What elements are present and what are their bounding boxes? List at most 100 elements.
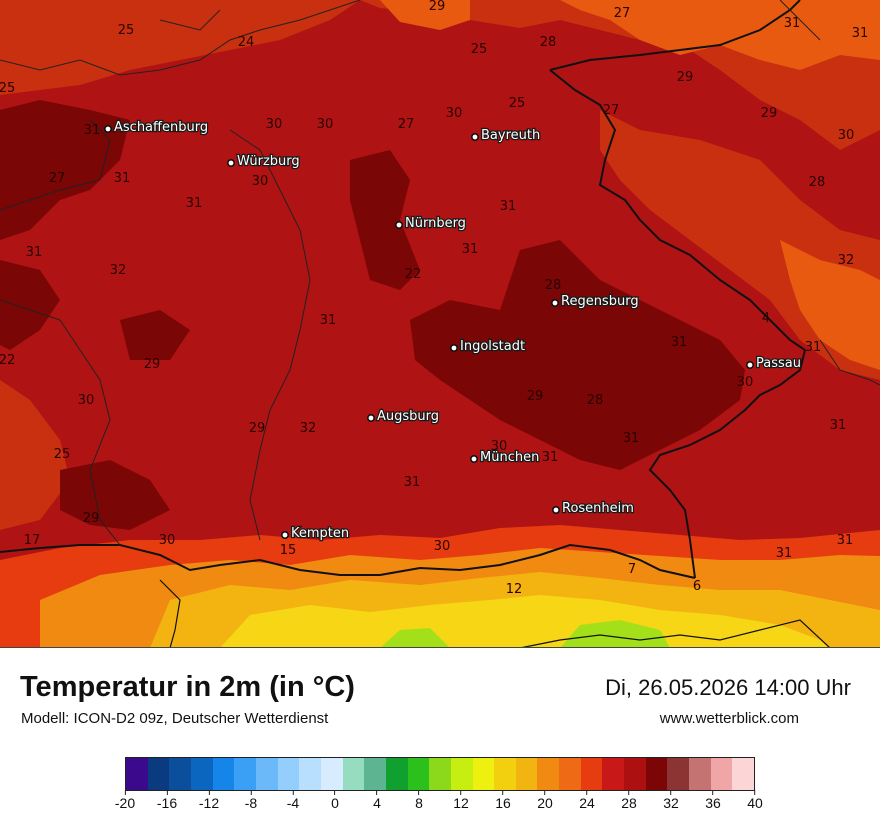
city-dot-icon — [449, 343, 458, 352]
city-dot-icon — [280, 530, 289, 539]
city-label: Ingolstadt — [460, 339, 525, 354]
city-label: Kempten — [291, 526, 349, 541]
city-label: Würzburg — [237, 154, 300, 169]
legend-color-swatch — [255, 758, 278, 790]
legend-tick: -12 — [199, 790, 219, 811]
city-marker: Kempten — [280, 525, 350, 542]
legend-tick-label: 20 — [537, 795, 553, 811]
temperature-value-label: 32 — [300, 421, 317, 436]
legend-color-swatch — [537, 758, 560, 790]
temperature-value-label: 22 — [405, 267, 422, 282]
legend-color-swatch — [320, 758, 343, 790]
temperature-value-label: 30 — [434, 539, 451, 554]
temperature-value-label: 31 — [837, 533, 854, 548]
legend-tick-mark — [166, 790, 168, 795]
legend-color-swatch — [342, 758, 365, 790]
temperature-labels: 29 27 31 31 25 24 25 28 25 29 27 29 25 30 31 30 30 27 31 30… — [0, 0, 868, 597]
city-label: Nürnberg — [405, 216, 466, 231]
website-link[interactable]: www.wetterblick.com — [659, 710, 799, 727]
legend-tick-label: 4 — [373, 795, 381, 811]
legend-tick: 32 — [663, 790, 679, 811]
legend-color-swatch — [364, 758, 386, 790]
city-marker: Bayreuth — [470, 127, 542, 144]
legend-tick: 16 — [495, 790, 511, 811]
temperature-value-label: 31 — [26, 245, 43, 260]
legend-tick-mark — [376, 790, 378, 795]
temperature-value-label: 29 — [249, 421, 266, 436]
legend-color-swatch — [689, 758, 711, 790]
legend-tick-label: 8 — [415, 795, 423, 811]
legend-color-swatch — [667, 758, 690, 790]
legend-tick: 24 — [579, 790, 595, 811]
legend-color-swatch — [624, 758, 646, 790]
temperature-value-label: 31 — [320, 313, 337, 328]
legend-color-swatch — [147, 758, 170, 790]
border-inn-south — [0, 543, 696, 579]
temperature-value-label: 30 — [446, 106, 463, 121]
legend-color-swatch — [732, 758, 755, 790]
orange-patch-north — [380, 0, 470, 30]
temperature-value-label: 31 — [830, 418, 847, 433]
legend-tick-label: -16 — [156, 795, 178, 811]
temperature-value-label: 25 — [118, 23, 135, 38]
temperature-value-label: 31 — [776, 546, 793, 561]
alps-green-patch — [380, 628, 450, 648]
temperature-value-label: 22 — [0, 353, 15, 368]
temperature-value-label: 30 — [317, 117, 334, 132]
city-dot-icon — [470, 133, 479, 142]
city-marker: Aschaffenburg — [104, 119, 209, 136]
legend-color-swatch — [126, 758, 148, 790]
legend-tick-label: -4 — [286, 795, 300, 811]
legend-tick: 40 — [747, 790, 763, 811]
city-label: München — [480, 450, 539, 465]
temperature-value-label: 24 — [238, 35, 255, 50]
city-dot-icon — [551, 505, 560, 514]
city-dot-icon — [394, 221, 403, 230]
city-dot-icon — [366, 413, 375, 422]
legend-tick-mark — [544, 790, 546, 795]
warm-zone-far-west — [0, 380, 70, 530]
temperature-value-label: 4 — [762, 311, 770, 326]
temperature-value-label: 28 — [540, 35, 557, 50]
temperature-value-label: 25 — [54, 447, 71, 462]
temperature-value-label: 31 — [186, 196, 203, 211]
legend-tick-label: 24 — [579, 795, 595, 811]
legend-tick-mark — [670, 790, 672, 795]
temperature-value-label: 30 — [838, 128, 855, 143]
legend-tick-label: 36 — [705, 795, 721, 811]
map-subtitle: Modell: ICON-D2 09z, Deutscher Wetterdie… — [21, 710, 329, 727]
orange-zone-east — [780, 240, 880, 370]
legend-tick: 20 — [537, 790, 553, 811]
city-dot-icon — [227, 159, 236, 168]
temperature-value-label: 30 — [78, 393, 95, 408]
temperature-value-label: 17 — [24, 533, 41, 548]
legend-color-swatch — [212, 758, 235, 790]
city-label: Passau — [756, 356, 801, 371]
temperature-value-label: 32 — [838, 253, 855, 268]
legend-tick-label: -8 — [244, 795, 258, 811]
temperature-value-label: 30 — [737, 375, 754, 390]
legend-color-swatch — [407, 758, 430, 790]
alps-green-patch-east — [560, 620, 670, 648]
legend-tick-label: 32 — [663, 795, 679, 811]
temperature-value-label: 31 — [852, 26, 869, 41]
legend-tick: 12 — [453, 790, 469, 811]
legend-color-swatch — [645, 758, 668, 790]
temperature-value-label: 15 — [280, 543, 297, 558]
warm-zone-west — [0, 0, 360, 95]
city-dot-icon — [469, 454, 478, 463]
temperature-value-label: 31 — [623, 431, 640, 446]
temperature-value-label: 30 — [159, 533, 176, 548]
city-markers: Aschaffenburg Würzburg Bayreuth Nürnberg Reg… — [104, 119, 802, 542]
orange-zone-north — [560, 0, 880, 70]
border-austria-south — [159, 579, 831, 648]
legend-color-swatch — [385, 758, 408, 790]
city-dot-icon — [550, 298, 559, 307]
legend-color-swatch — [450, 758, 473, 790]
legend-tick: 36 — [705, 790, 721, 811]
legend-color-swatch — [602, 758, 625, 790]
temperature-value-label: 28 — [587, 393, 604, 408]
legend-tick-mark — [754, 790, 756, 795]
legend-color-swatch — [169, 758, 191, 790]
legend-tick-mark — [586, 790, 588, 795]
